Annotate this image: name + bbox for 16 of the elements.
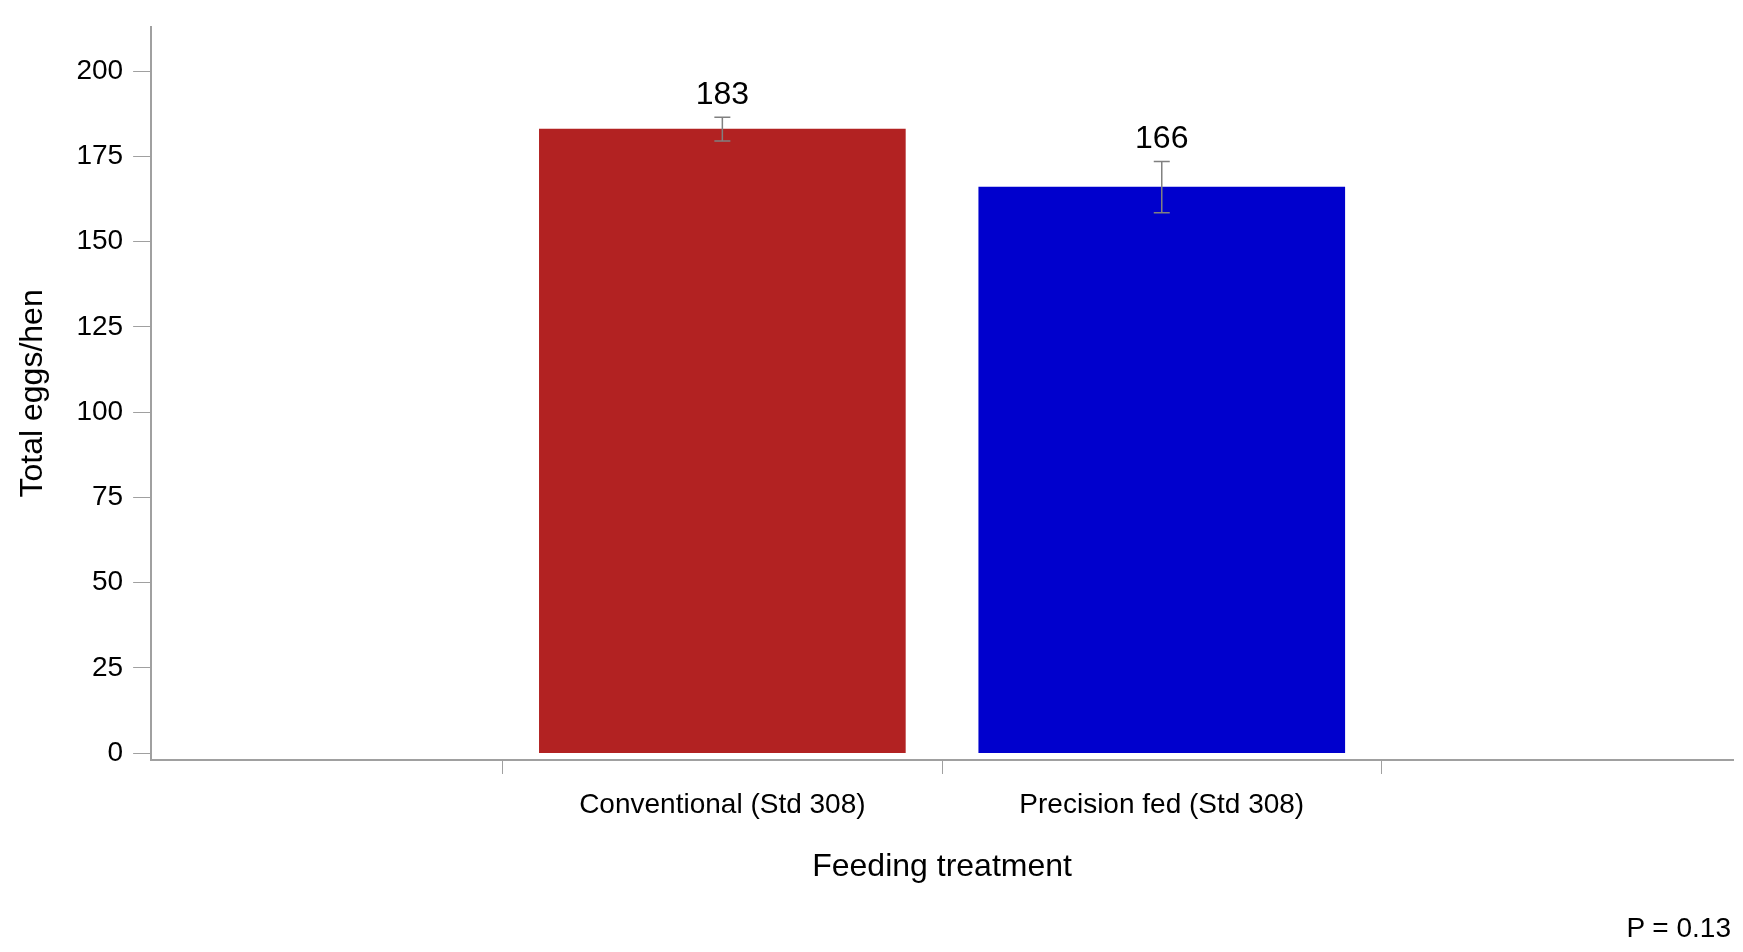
y-tick-label: 0 (107, 735, 124, 767)
y-tick-label: 75 (91, 480, 124, 512)
x-axis-title: Feeding treatment (812, 846, 1073, 883)
text: P = 0.13 (1626, 912, 1731, 944)
x-tick-label: Precision fed (Std 308) (1019, 787, 1305, 819)
data-label: 183 (695, 75, 750, 111)
data-label: 166 (1135, 119, 1189, 156)
y-tick-label: 175 (76, 139, 124, 171)
y-tick-label: 125 (76, 309, 124, 341)
y-tick-label: 150 (76, 224, 124, 256)
y-tick-label: 200 (76, 53, 124, 85)
x-tick-label: Conventional (Std 308) (579, 787, 866, 819)
y-tick-label: 100 (76, 394, 124, 426)
y-tick-label: 25 (91, 650, 124, 682)
y-tick-label: 50 (91, 565, 124, 597)
y-axis-title: Total eggs/hen (13, 289, 50, 498)
